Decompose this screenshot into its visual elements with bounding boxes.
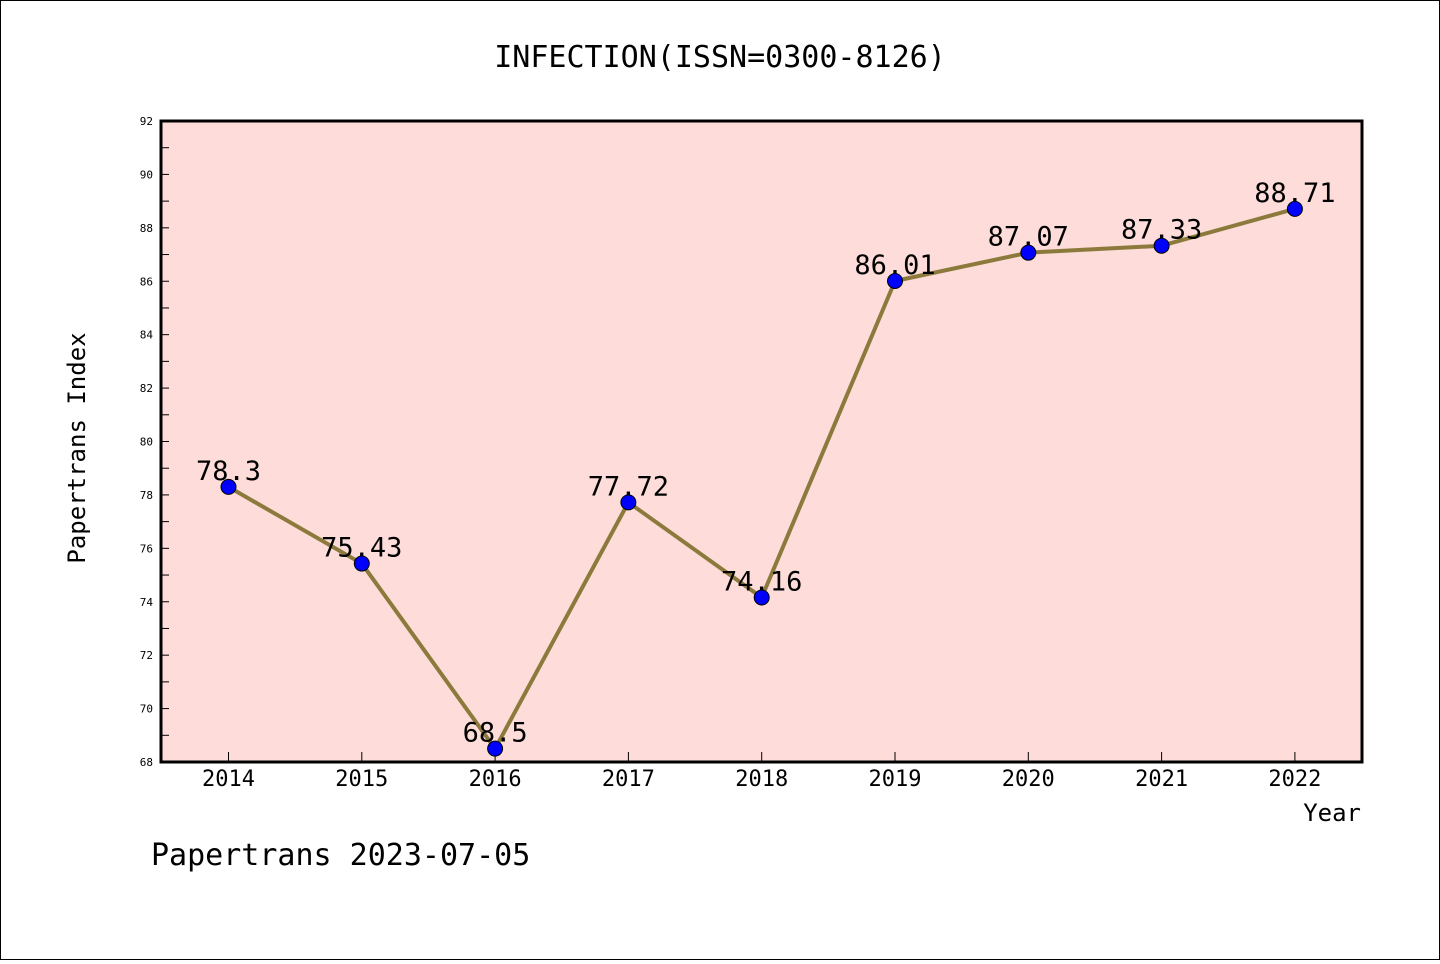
x-tick-label: 2014 <box>202 767 255 792</box>
y-tick-label: 82 <box>140 382 153 395</box>
y-tick-label: 70 <box>140 703 153 716</box>
data-point-marker <box>887 272 903 289</box>
data-value-label: 87.33 <box>1121 215 1202 246</box>
data-value-label: 88.71 <box>1254 178 1335 209</box>
y-axis-label: Papertrans Index <box>63 332 91 563</box>
data-value-label: 77.72 <box>588 471 669 502</box>
data-point-marker <box>753 589 770 606</box>
x-axis-label: Year <box>1303 799 1361 827</box>
data-value-label: 74.16 <box>721 566 802 597</box>
data-value-label: 87.07 <box>988 222 1069 253</box>
y-tick-label: 86 <box>140 275 153 288</box>
x-axis: 2014 2015 2016 2017 2018 2019 2020 2021 2022 <box>202 752 1321 792</box>
data-point-marker <box>1153 237 1170 254</box>
y-tick-label: 74 <box>140 596 154 609</box>
data-markers <box>220 200 1303 757</box>
plot-area <box>159 119 1364 764</box>
y-tick-label: 84 <box>140 329 154 342</box>
chart-title: INFECTION(ISSN=0300-8126) <box>494 40 946 75</box>
y-tick-label: 76 <box>140 542 153 555</box>
x-tick-label: 2018 <box>735 767 788 792</box>
x-tick-label: 2019 <box>869 767 922 792</box>
x-tick-label: 2015 <box>335 767 388 792</box>
data-point-marker <box>353 555 370 572</box>
x-tick-label: 2016 <box>469 767 522 792</box>
y-tick-label: 78 <box>140 489 153 502</box>
data-point-marker <box>1020 244 1037 261</box>
y-tick-label: 68 <box>140 756 153 769</box>
data-value-label: 75.43 <box>321 533 402 564</box>
data-point-marker <box>487 740 504 757</box>
y-tick-label: 72 <box>140 649 153 662</box>
y-tick-label: 88 <box>140 222 153 235</box>
y-tick-label: 80 <box>140 436 153 449</box>
data-point-marker <box>620 494 637 511</box>
y-tick-label: 90 <box>140 168 153 181</box>
y-tick-label: 92 <box>140 115 153 128</box>
y-axis: 68 70 72 74 76 78 80 82 84 86 88 90 92 <box>140 115 169 769</box>
data-value-label: 68.5 <box>463 718 528 749</box>
data-point-marker <box>220 478 237 495</box>
footer-text: Papertrans 2023-07-05 <box>151 838 530 873</box>
data-value-label: 78.3 <box>196 456 261 487</box>
data-value-label: 86.01 <box>854 250 935 281</box>
x-tick-label: 2022 <box>1268 767 1321 792</box>
data-labels: 78.3 75.43 68.5 77.72 74.16 86.01 87.07 87.33 88… <box>196 178 1336 749</box>
x-tick-label: 2017 <box>602 767 655 792</box>
data-point-marker <box>1286 200 1303 217</box>
x-tick-label: 2020 <box>1002 767 1055 792</box>
x-tick-label: 2021 <box>1135 767 1188 792</box>
